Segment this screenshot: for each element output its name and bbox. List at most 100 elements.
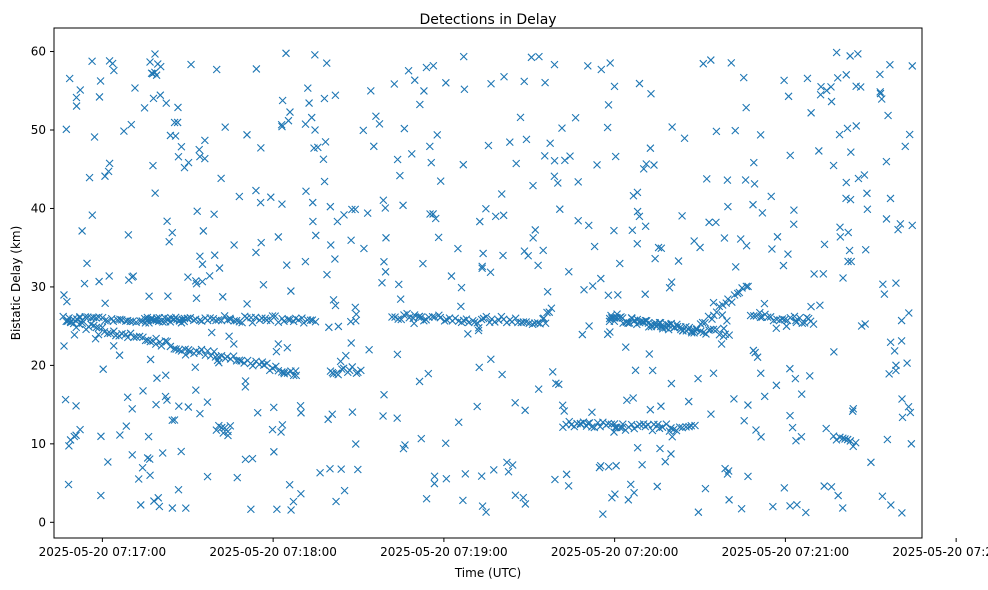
data-point bbox=[278, 420, 287, 429]
data-point bbox=[658, 323, 667, 331]
data-point bbox=[897, 508, 906, 517]
data-point bbox=[562, 470, 571, 479]
data-point bbox=[64, 442, 73, 450]
x-tick-label: 2025-05-20 07:18:00 bbox=[209, 545, 336, 559]
data-point bbox=[736, 235, 745, 243]
data-point bbox=[396, 295, 405, 304]
data-point bbox=[215, 264, 224, 272]
data-point bbox=[822, 424, 831, 433]
data-point bbox=[158, 449, 167, 457]
data-point bbox=[282, 261, 291, 269]
data-point bbox=[876, 89, 885, 98]
data-point bbox=[410, 319, 418, 328]
data-point bbox=[863, 205, 872, 214]
data-point bbox=[431, 214, 440, 223]
data-point bbox=[773, 232, 782, 241]
data-point bbox=[331, 301, 340, 310]
x-tick-label: 2025-05-20 07:17:00 bbox=[39, 545, 166, 559]
data-point bbox=[474, 326, 483, 335]
data-point bbox=[835, 130, 844, 139]
data-point bbox=[424, 369, 433, 378]
data-point bbox=[603, 123, 612, 132]
data-point bbox=[533, 318, 542, 327]
data-point bbox=[436, 177, 445, 186]
data-point bbox=[430, 479, 439, 488]
data-point bbox=[786, 502, 794, 510]
data-point bbox=[731, 262, 740, 271]
data-point bbox=[712, 308, 721, 316]
data-point bbox=[329, 296, 338, 304]
data-point bbox=[820, 482, 829, 490]
data-point bbox=[641, 290, 650, 299]
data-point bbox=[473, 318, 482, 327]
data-point bbox=[661, 457, 670, 466]
data-point bbox=[656, 444, 664, 453]
data-point bbox=[88, 211, 97, 220]
data-point bbox=[723, 176, 732, 185]
data-point bbox=[588, 408, 596, 417]
data-point bbox=[269, 447, 278, 456]
data-point bbox=[820, 240, 829, 249]
data-point bbox=[268, 312, 277, 320]
data-point bbox=[784, 92, 793, 101]
data-point bbox=[90, 133, 99, 141]
data-point bbox=[696, 327, 705, 336]
data-point bbox=[263, 359, 271, 368]
data-point bbox=[426, 210, 434, 218]
data-point bbox=[309, 217, 317, 226]
data-point bbox=[459, 52, 468, 61]
data-point bbox=[243, 300, 251, 308]
data-point bbox=[226, 421, 235, 430]
data-point bbox=[310, 144, 318, 153]
data-point bbox=[340, 486, 349, 495]
data-point bbox=[286, 108, 294, 116]
data-point bbox=[886, 338, 895, 347]
data-point bbox=[186, 313, 195, 322]
y-tick-label: 60 bbox=[31, 45, 46, 59]
data-point bbox=[650, 161, 658, 169]
data-point bbox=[144, 432, 153, 441]
data-point bbox=[95, 93, 104, 101]
data-point bbox=[177, 142, 186, 151]
data-point bbox=[278, 96, 287, 105]
data-point bbox=[289, 497, 298, 506]
data-point bbox=[786, 411, 794, 420]
data-point bbox=[646, 405, 655, 414]
data-point bbox=[571, 113, 580, 122]
data-point bbox=[737, 504, 746, 513]
data-point bbox=[150, 68, 159, 77]
data-point bbox=[626, 480, 635, 489]
data-point bbox=[827, 97, 836, 106]
data-point bbox=[294, 316, 303, 324]
data-point bbox=[473, 402, 482, 411]
data-point bbox=[60, 291, 68, 299]
data-point bbox=[778, 315, 787, 323]
data-point bbox=[527, 53, 536, 62]
data-point bbox=[199, 227, 208, 235]
data-point bbox=[241, 455, 250, 464]
data-point bbox=[213, 356, 222, 365]
data-point bbox=[302, 187, 310, 196]
y-tick-label: 40 bbox=[31, 201, 46, 215]
data-point bbox=[381, 267, 390, 276]
data-point bbox=[819, 269, 828, 278]
data-point bbox=[605, 328, 614, 336]
data-point bbox=[629, 394, 638, 402]
data-point bbox=[94, 330, 103, 339]
data-point bbox=[192, 279, 201, 288]
data-point bbox=[248, 318, 257, 327]
data-point bbox=[803, 74, 812, 83]
data-point bbox=[252, 248, 260, 257]
data-point bbox=[192, 294, 201, 303]
data-point bbox=[615, 313, 624, 322]
data-point bbox=[633, 207, 642, 216]
data-point bbox=[789, 220, 798, 229]
data-point bbox=[610, 82, 619, 91]
data-point bbox=[876, 87, 885, 96]
data-point bbox=[60, 342, 68, 350]
data-point bbox=[503, 458, 511, 467]
data-point bbox=[210, 210, 219, 219]
data-point bbox=[724, 202, 732, 211]
data-point bbox=[719, 324, 728, 333]
data-point bbox=[529, 181, 537, 190]
